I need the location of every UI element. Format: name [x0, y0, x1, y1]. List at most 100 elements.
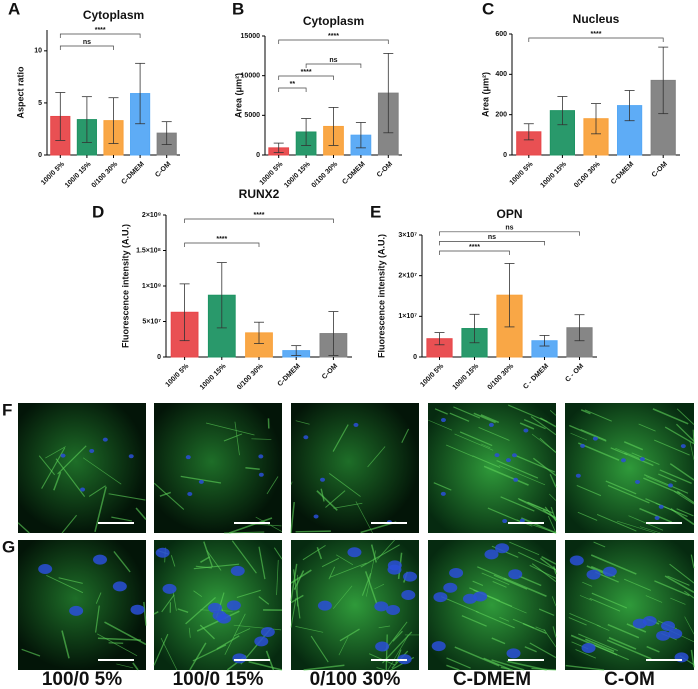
fiber [638, 423, 656, 432]
fiber [529, 642, 557, 659]
fiber [483, 657, 510, 670]
nucleus [654, 515, 660, 520]
nucleus [69, 605, 84, 616]
fiber [472, 455, 501, 469]
nucleus [347, 547, 362, 558]
x-tick-label: C-DMEM [121, 161, 146, 186]
fiber [670, 597, 686, 605]
significance-label: **** [469, 244, 480, 251]
fiber [370, 544, 378, 563]
nucleus [592, 436, 598, 441]
nucleus [254, 636, 269, 647]
fiber [584, 409, 612, 422]
chart-title: OPN [496, 207, 522, 221]
x-tick-label: 100/0 5% [164, 362, 190, 388]
nucleus [642, 616, 657, 627]
fiber [606, 639, 652, 660]
fiber [473, 412, 496, 424]
error-bar [273, 142, 284, 154]
fiber [290, 501, 295, 534]
fiber [316, 490, 338, 511]
fiber [491, 659, 525, 671]
image-caption: C-OM [604, 669, 655, 689]
fiber [615, 447, 640, 459]
fiber [17, 522, 30, 534]
y-tick-label: 0 [413, 354, 417, 361]
nucleus [511, 453, 517, 458]
fiber [325, 490, 346, 508]
fiber [193, 563, 240, 570]
nucleus [260, 626, 275, 637]
panel-label: G [2, 537, 15, 556]
nucleus [226, 600, 241, 611]
fiber [53, 471, 62, 491]
error-bar [469, 313, 480, 344]
nucleus [303, 435, 309, 440]
fiber [392, 630, 403, 642]
fiber [231, 540, 257, 574]
fiber [46, 574, 84, 594]
y-axis-label: Fluorescence intensity (A.U.) [120, 224, 130, 348]
y-tick-label: 0 [256, 152, 260, 159]
error-bar [216, 262, 227, 329]
fiber [245, 467, 260, 470]
nucleus [401, 590, 416, 601]
fiber [374, 583, 385, 590]
fiber [664, 426, 695, 445]
fiber [21, 648, 41, 657]
fiber [643, 474, 689, 494]
error-bar [55, 92, 66, 141]
micrograph [153, 540, 283, 671]
fiber [608, 636, 637, 650]
fiber [61, 630, 70, 659]
nucleus [375, 641, 390, 652]
micrograph-bg [291, 540, 419, 670]
fiber [153, 611, 159, 615]
fiber [481, 572, 510, 585]
error-bar [81, 96, 92, 143]
micrograph [18, 540, 147, 671]
nucleus [185, 455, 191, 460]
fiber [132, 662, 139, 671]
fiber [333, 585, 353, 609]
fiber [512, 618, 535, 629]
x-tick-label: 100/0 5% [259, 160, 285, 186]
fiber [376, 667, 385, 671]
fiber [503, 577, 547, 597]
fiber [593, 541, 606, 548]
significance-bracket [184, 218, 334, 223]
x-tick-label: 0/100 30% [236, 362, 265, 391]
fiber [180, 475, 222, 484]
nucleus [60, 453, 66, 458]
fiber [499, 616, 510, 622]
fiber [518, 551, 557, 571]
fiber [532, 457, 557, 477]
fiber [61, 514, 78, 534]
fiber [493, 574, 528, 590]
fiber [295, 530, 331, 533]
chart-title: RUNX2 [239, 187, 280, 201]
error-bar [539, 335, 550, 347]
y-tick-label: 3×10⁷ [398, 232, 417, 239]
error-bar [504, 263, 515, 328]
fiber [328, 566, 336, 580]
fiber [500, 496, 535, 512]
fiber [251, 438, 272, 440]
fiber [673, 491, 695, 505]
fiber [108, 493, 146, 501]
fiber [578, 633, 618, 652]
fiber [520, 517, 557, 534]
significance-label: ** [290, 81, 296, 88]
significance-bracket [278, 87, 307, 92]
fiber [540, 557, 557, 571]
x-tick-label: C-DMEM [341, 161, 366, 186]
significance-label: ns [329, 57, 337, 64]
nucleus [505, 458, 511, 463]
nucleus [513, 477, 519, 482]
fiber [549, 493, 557, 501]
fiber [654, 439, 690, 456]
fiber [580, 429, 607, 441]
fiber [664, 575, 695, 593]
fiber [303, 664, 345, 671]
